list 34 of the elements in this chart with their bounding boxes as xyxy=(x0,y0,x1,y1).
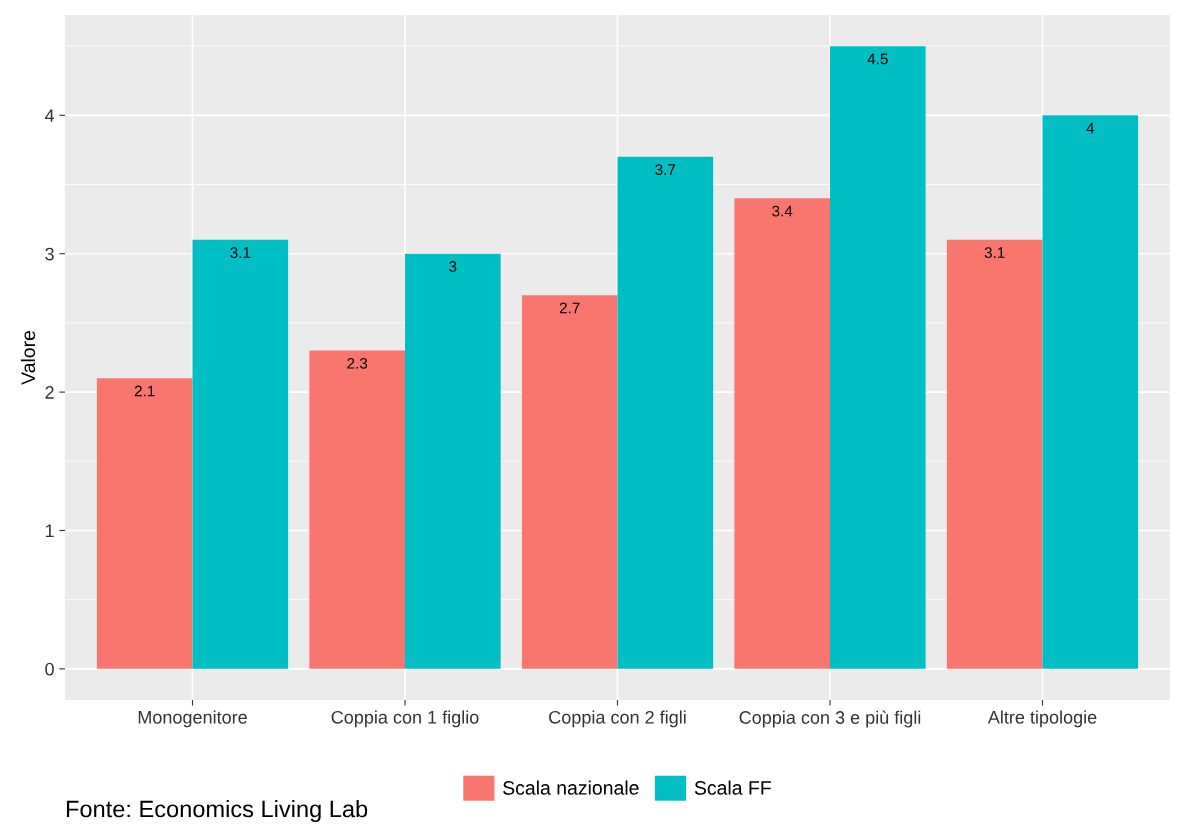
y-tick-label: 2 xyxy=(45,386,54,399)
bar xyxy=(617,156,714,669)
data-label: 3.1 xyxy=(984,247,1005,259)
data-label: 2.7 xyxy=(559,302,580,314)
y-tick-label: 4 xyxy=(44,109,55,122)
data-label: 3.4 xyxy=(772,205,793,217)
x-tick-label: Altre tipologie xyxy=(987,710,1097,728)
data-label: 4 xyxy=(1086,122,1095,134)
x-tick-label: Coppia con 3 e più figli xyxy=(739,710,921,728)
bar xyxy=(1042,115,1139,669)
bar xyxy=(521,295,618,669)
x-tick-label: Coppia con 2 figli xyxy=(549,710,686,728)
bar xyxy=(734,198,830,669)
source-note: Fonte: Economics Living Lab xyxy=(66,800,368,823)
y-axis-title: Valore xyxy=(20,330,36,385)
y-tick-label: 0 xyxy=(45,662,54,676)
bar xyxy=(946,239,1043,669)
legend-label: Scala nazionale xyxy=(503,780,639,795)
y-tick-label: 3 xyxy=(45,247,54,261)
data-label: 2.3 xyxy=(347,357,368,369)
legend-label: Scala FF xyxy=(694,780,771,795)
data-label: 3 xyxy=(449,261,457,272)
x-tick-label: Coppia con 1 figlio xyxy=(331,710,479,728)
y-tick-label: 1 xyxy=(45,524,54,538)
bar xyxy=(405,253,501,669)
bar xyxy=(830,46,926,669)
data-label: 3.1 xyxy=(230,247,251,259)
x-tick-label: Monogenitore xyxy=(138,710,247,728)
bar xyxy=(309,350,405,669)
data-label: 3.7 xyxy=(655,164,676,175)
bar xyxy=(192,239,289,669)
bar xyxy=(96,378,193,669)
data-label: 4.5 xyxy=(867,53,888,65)
data-label: 2.1 xyxy=(134,385,155,397)
